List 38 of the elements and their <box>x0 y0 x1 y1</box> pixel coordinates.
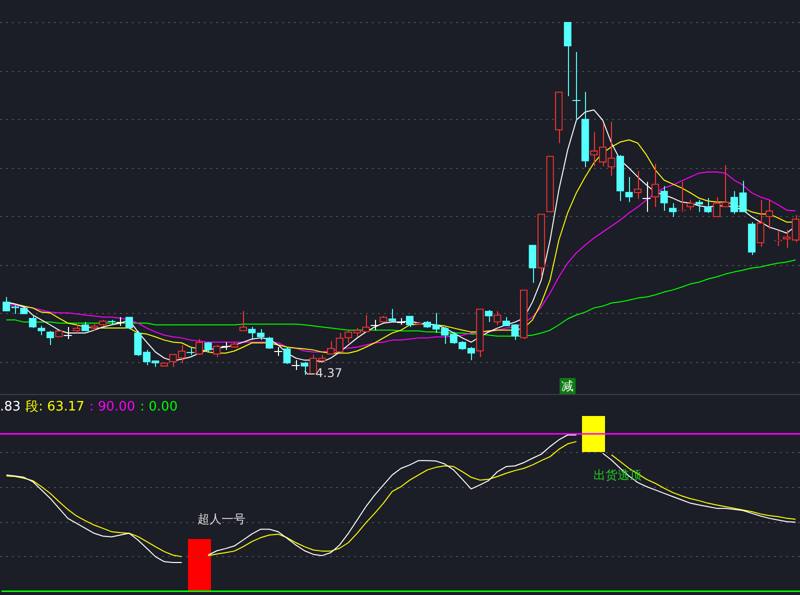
candlestick <box>221 342 230 350</box>
candlestick <box>63 326 72 340</box>
candlestick <box>564 22 572 97</box>
text: .83 <box>0 399 21 414</box>
candlestick <box>362 314 370 332</box>
candlestick <box>774 230 782 247</box>
candlestick <box>686 199 694 211</box>
candlestick <box>283 346 291 365</box>
candlestick <box>678 181 686 212</box>
candlestick <box>704 198 712 214</box>
candlestick <box>248 326 256 341</box>
candlestick <box>186 346 196 356</box>
candlestick <box>634 170 642 200</box>
candlestick <box>256 328 265 341</box>
candlestick <box>370 319 380 331</box>
candlestick <box>765 199 774 230</box>
candlestick <box>274 346 283 356</box>
candlestick <box>651 163 660 208</box>
candlestick <box>388 308 396 322</box>
candlestick <box>572 52 581 122</box>
annotation: 超人一号 <box>198 512 246 526</box>
candlestick <box>625 176 633 203</box>
candlestick <box>756 199 764 248</box>
candlestick <box>38 325 46 336</box>
text: 段: 63.17 <box>26 399 84 414</box>
candlestick <box>484 310 493 323</box>
candlestick <box>239 310 247 332</box>
candlestick <box>116 316 125 326</box>
text: : 0.00 <box>140 399 178 414</box>
text: 减 <box>562 379 574 394</box>
annotation: 4.37 <box>316 366 342 380</box>
candlestick <box>642 181 652 212</box>
text: : 90.00 <box>89 399 136 414</box>
candlestick <box>494 310 502 326</box>
candlestick <box>528 244 536 284</box>
candlestick <box>695 199 703 212</box>
candlestick <box>669 202 677 218</box>
candlestick <box>300 361 308 376</box>
